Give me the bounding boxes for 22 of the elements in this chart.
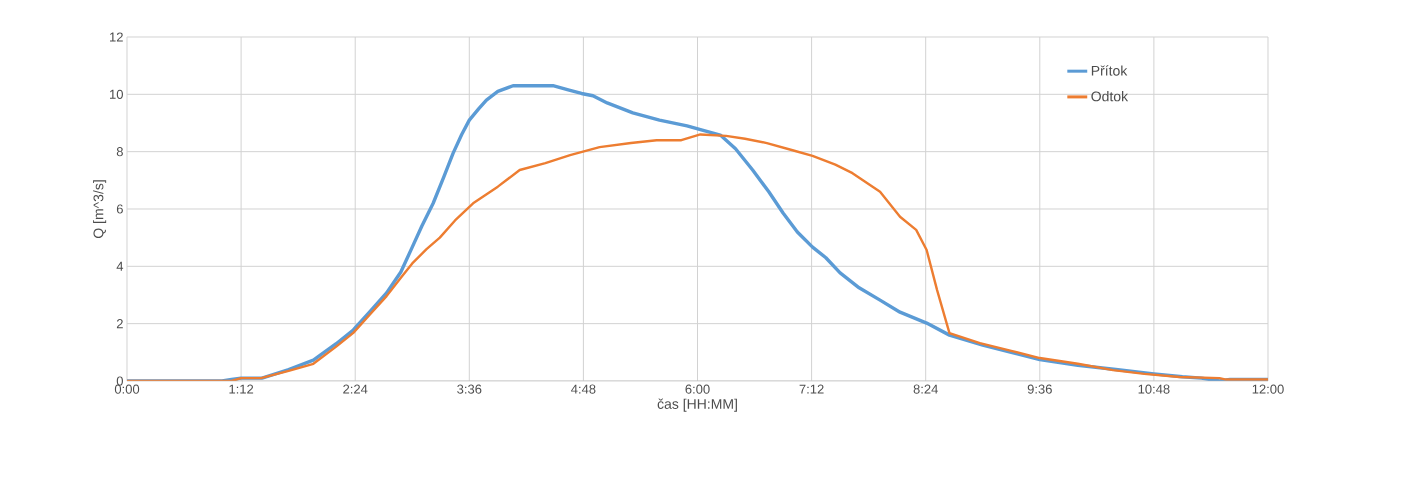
- x-axis-title: čas [HH:MM]: [657, 398, 737, 412]
- x-tick-label: 1:12: [229, 384, 254, 394]
- y-tick-label: 8: [116, 147, 123, 157]
- y-tick-label: 0: [116, 376, 123, 386]
- legend-label: Přítok: [1091, 65, 1128, 76]
- x-tick-label: 8:24: [913, 384, 938, 394]
- x-tick-label: 7:12: [799, 384, 824, 394]
- x-tick-label: 3:36: [457, 384, 482, 394]
- y-tick-label: 10: [110, 89, 123, 99]
- y-tick-label: 4: [116, 261, 124, 271]
- x-tick-label: 0:00: [114, 384, 140, 394]
- legend-label: Odtok: [1091, 91, 1129, 102]
- y-axis-title: Q [m^3/s]: [93, 180, 107, 239]
- x-tick-label: 4:48: [571, 384, 596, 394]
- x-tick-label: 2:24: [343, 384, 368, 394]
- y-tick-label: 6: [116, 204, 123, 214]
- x-tick-label: 12:00: [1252, 384, 1284, 394]
- y-tick-label: 2: [116, 319, 123, 329]
- x-tick-label: 10:48: [1138, 384, 1170, 394]
- x-tick-label: 6:00: [685, 384, 710, 394]
- y-tick-label: 12: [110, 32, 123, 42]
- x-tick-label: 9:36: [1027, 384, 1052, 394]
